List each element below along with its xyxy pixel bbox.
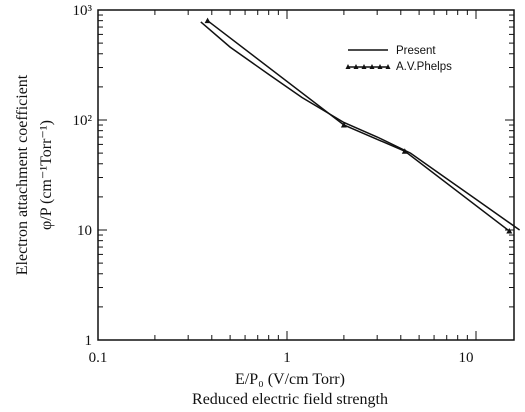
x-axis-label-line2: Reduced electric field strength	[192, 391, 388, 408]
series-line-present	[200, 21, 521, 231]
x-tick-label-10: 10	[459, 350, 474, 366]
legend-marker-phelps	[353, 64, 359, 69]
legend-marker-phelps	[369, 64, 375, 69]
series-line-phelps	[207, 20, 510, 232]
legend-label-phelps: A.V.Phelps	[396, 61, 452, 73]
data-point-phelps	[204, 17, 211, 24]
y-tick-label-100: 10²	[73, 113, 93, 129]
legend-label-present: Present	[396, 45, 436, 57]
y-tick-label-1000: 10³	[73, 3, 93, 19]
ticks	[97, 9, 514, 341]
data-point-phelps	[340, 122, 347, 128]
y-tick-label-1: 1	[85, 333, 93, 349]
legend-swatch-phelps	[345, 64, 391, 69]
y-tick-label-10: 10	[77, 223, 92, 239]
legend-marker-phelps	[361, 64, 367, 69]
x-tick-label-0.1: 0.1	[89, 350, 108, 366]
legend-marker-phelps	[345, 64, 351, 69]
x-tick-label-1: 1	[283, 350, 291, 366]
data-point-phelps	[401, 148, 408, 154]
y-axis-label-line1: Electron attachment coefficient	[14, 74, 31, 275]
plot-frame	[97, 9, 515, 341]
legend-marker-phelps	[385, 64, 391, 69]
data-point-phelps	[506, 227, 513, 234]
y-axis-label-line2: φ/P (cm⁻¹Torr⁻¹)	[38, 120, 55, 230]
legend-marker-phelps	[377, 64, 383, 69]
legend: Present A.V.Phelps	[345, 45, 452, 73]
x-axis-label-line1: E/P₀ (V/cm Torr)	[235, 371, 345, 388]
series-group	[200, 17, 521, 234]
